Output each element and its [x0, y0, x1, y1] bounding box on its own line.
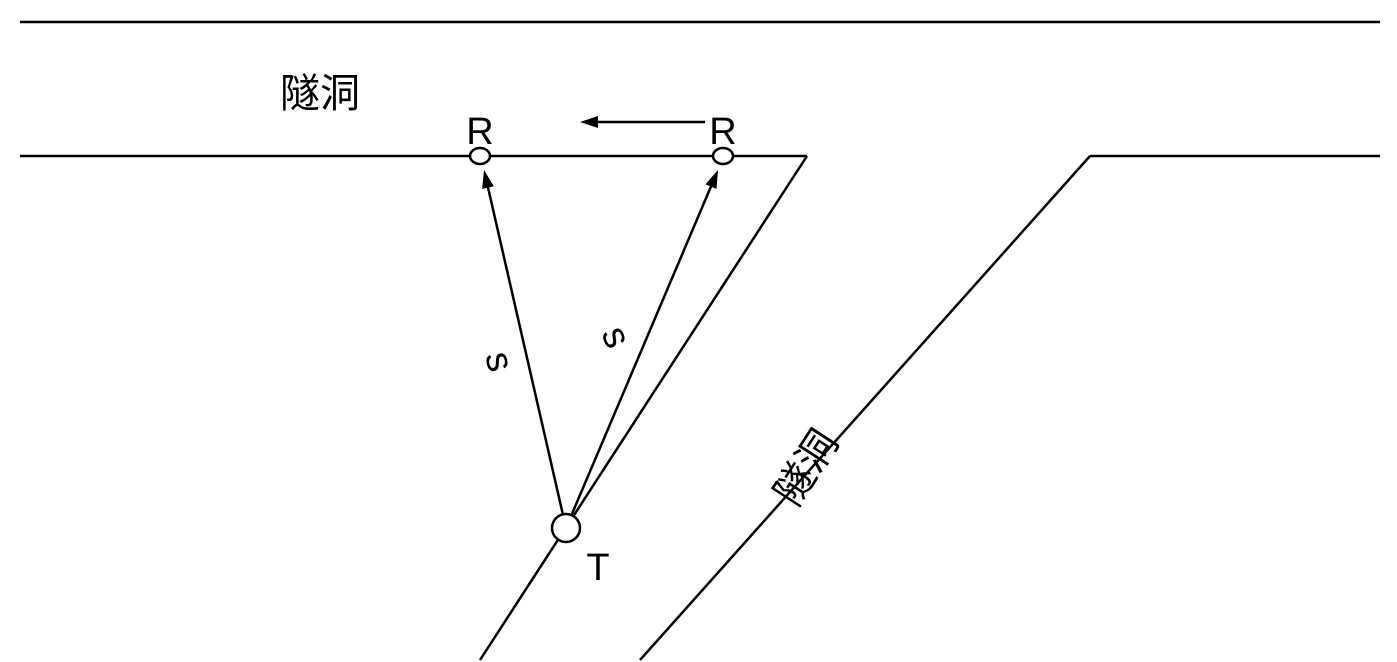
s-arrow-right-shaft — [566, 178, 714, 528]
s-right-label: s — [593, 320, 639, 354]
r-left-label: R — [466, 111, 493, 153]
diagonal-wall-left — [480, 156, 807, 660]
tunnel-top: 隧洞 — [280, 71, 360, 116]
s-left-label: s — [476, 348, 521, 376]
direction-arrow-head — [580, 116, 598, 128]
transmitter — [552, 514, 580, 542]
s-arrow-left-head — [482, 170, 494, 189]
t-label: T — [586, 547, 609, 589]
s-arrow-right-head — [705, 170, 718, 189]
tunnel-diagonal: 隧洞 — [766, 422, 847, 514]
r-right-label: R — [709, 111, 736, 153]
diagonal-wall-right — [640, 156, 1090, 660]
